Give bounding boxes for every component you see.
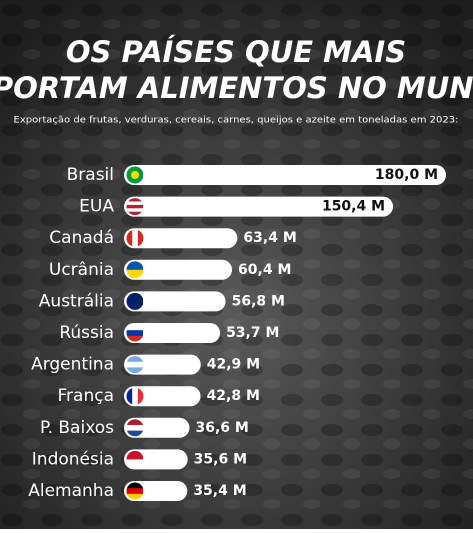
value-label: 35,4 M [193,483,246,499]
flag-stripe [126,482,143,489]
value-label: 53,7 M [226,325,279,341]
title-line: EXPORTAM ALIMENTOS NO MUNDO [0,71,473,105]
flag-stripe [126,330,143,337]
flag-stripe [126,211,143,216]
flag [126,387,144,405]
flag-stripe [126,301,143,310]
value-label: 63,4 M [243,230,296,246]
value-label: 36,6 M [195,420,248,436]
category-label: EUA [79,197,114,217]
flag [126,324,143,342]
flag-stripe [126,356,143,363]
flag-stripe [126,450,143,460]
flag [126,356,143,374]
subtitle: Exportação de frutas, verduras, cereais,… [14,116,459,126]
title-line: OS PAÍSES QUE MAIS [66,35,406,69]
flag-stripe [126,324,143,331]
bar [124,386,201,407]
value-label: 150,4 M [322,199,385,215]
flag-stripe [126,419,143,426]
category-label: Brasil [67,165,114,185]
category-label: Canadá [49,228,114,248]
flag [126,482,143,500]
flag-stripe [126,201,143,206]
value-label: 35,6 M [194,451,247,467]
bar [124,228,238,249]
flag [126,419,143,437]
flag [126,166,143,184]
bar [124,196,394,217]
flag-detail [131,171,139,179]
flag-stripe [132,229,139,247]
flag-stripe [126,335,143,342]
category-label: Austrália [39,291,114,311]
value-label: 42,8 M [207,388,260,404]
flag [126,292,143,310]
category-label: França [58,386,115,406]
bar [124,354,201,375]
category-label: Rússia [59,323,114,343]
flag-stripe [126,261,143,271]
flag-stripe [126,488,143,495]
flag-stripe [126,229,133,247]
bar [124,259,233,280]
value-label: 180,0 M [375,167,438,183]
flag-stripe [126,387,133,405]
flag-stripe [126,424,143,431]
flag [126,261,143,279]
flag [126,450,143,468]
flag-stripe [126,459,143,468]
flag [126,198,143,216]
flag-stripe [137,387,144,405]
value-label: 56,8 M [232,293,285,309]
flag-stripe [126,269,143,279]
flag-stripe [126,361,143,368]
flag-stripe [132,387,139,405]
flag-stripe [126,204,143,209]
flag [126,229,144,247]
flag-stripe [126,292,143,302]
flag-stripe [126,430,143,437]
value-label: 42,9 M [207,357,260,373]
category-label: Alemanha [28,481,114,501]
bar [124,291,226,312]
bar [124,165,446,185]
flag-stripe [126,208,143,212]
category-label: Ucrânia [49,260,114,280]
flag-stripe [126,198,143,202]
value-label: 60,4 M [238,262,291,278]
flag-stripe [126,367,143,374]
category-label: Indonésia [32,449,114,469]
flag-stripe [126,493,143,500]
category-label: P. Baixos [40,418,114,438]
flag-stripe [137,229,144,247]
category-label: Argentina [31,355,114,375]
bar [124,323,221,343]
